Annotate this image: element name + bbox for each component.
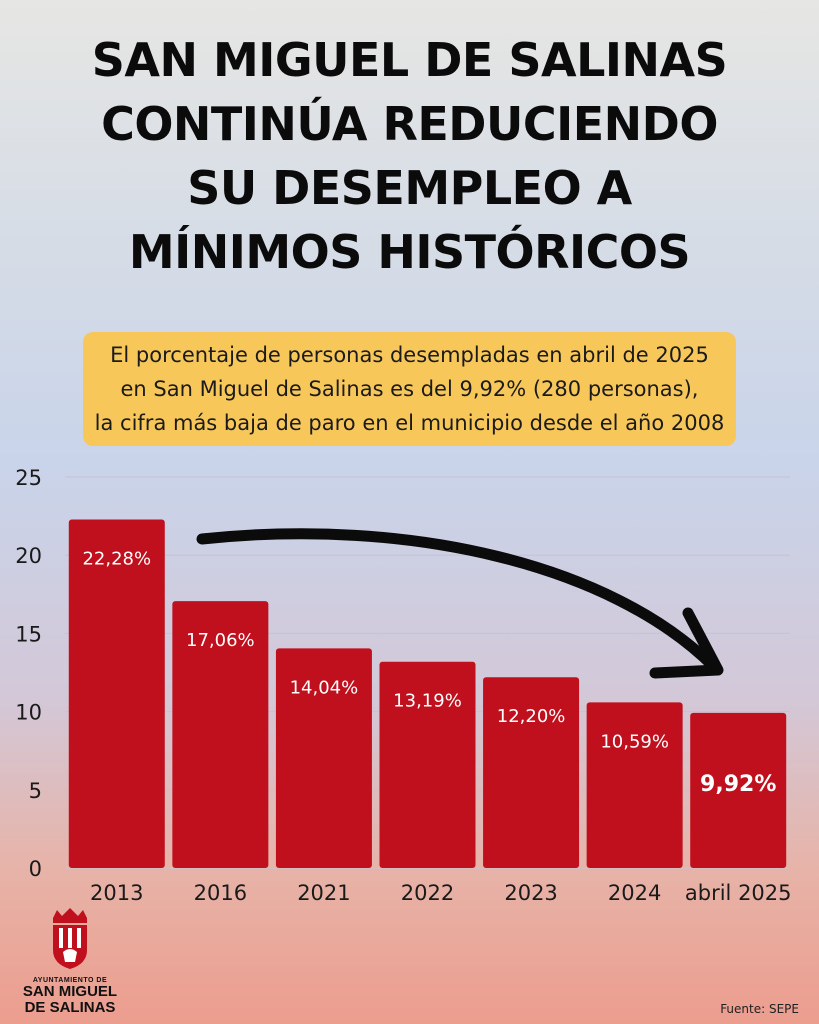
bar-2013 [68, 519, 165, 868]
logo-line-3: DE SALINAS [24, 999, 116, 1016]
y-tick-label: 20 [15, 544, 42, 568]
x-axis: 2013 2016 2021 2022 2023 2024 abril 2025 [90, 881, 791, 905]
y-tick-label: 25 [15, 466, 42, 490]
subtitle-line: en San Miguel de Salinas es del 9,92% (2… [120, 377, 699, 401]
data-label: 12,20% [497, 706, 566, 727]
title-line: CONTINÚA REDUCIENDO [101, 97, 718, 151]
trend-arrow-head [649, 607, 724, 679]
data-label: 10,59% [600, 731, 669, 752]
y-tick-label: 15 [15, 622, 42, 646]
bar-abril-2025 [690, 712, 787, 868]
bar-chart: 0 5 10 15 20 25 22,28% 17,06% 14,04% 13,19% 12,20… [15, 466, 791, 905]
trend-arrow [196, 528, 724, 679]
x-tick-label: 2016 [194, 881, 247, 905]
y-tick-label: 0 [29, 857, 42, 881]
source-note: Fuente: SEPE [720, 1002, 799, 1016]
logo-line-1: AYUNTAMIENTO DE [32, 977, 108, 984]
x-tick-label: 2022 [401, 881, 454, 905]
subtitle-line: El porcentaje de personas desempladas en… [110, 343, 709, 367]
data-label: 13,19% [393, 691, 462, 712]
y-axis: 0 5 10 15 20 25 [15, 466, 42, 881]
title-line: MÍNIMOS HISTÓRICOS [128, 225, 691, 279]
x-tick-label: 2021 [297, 881, 350, 905]
data-label: 17,06% [186, 630, 255, 651]
subtitle-box: El porcentaje de personas desempladas en… [82, 332, 737, 446]
bar-2021 [275, 648, 372, 868]
bar-2016 [172, 601, 269, 868]
subtitle-container: El porcentaje de personas desempladas en… [0, 332, 819, 446]
title-line: SAN MIGUEL DE SALINAS [91, 33, 728, 87]
x-tick-label: 2024 [608, 881, 661, 905]
page-title: SAN MIGUEL DE SALINAS CONTINÚA REDUCIEND… [0, 28, 819, 284]
bar-2023 [483, 677, 580, 868]
bar-2024 [586, 702, 683, 868]
x-tick-label: 2023 [504, 881, 557, 905]
title-line: SU DESEMPLEO A [187, 161, 632, 215]
x-tick-label: abril 2025 [685, 881, 792, 905]
coat-of-arms-icon [53, 908, 87, 969]
trend-arrow-curve [196, 528, 718, 671]
subtitle-line: la cifra más baja de paro en el municipi… [94, 411, 725, 435]
x-tick-label: 2013 [90, 881, 143, 905]
bar-2022 [379, 661, 476, 868]
data-label: 14,04% [290, 677, 359, 698]
y-tick-label: 10 [15, 701, 42, 725]
data-labels: 22,28% 17,06% 14,04% 13,19% 12,20% 10,59% 9,92… [82, 549, 776, 797]
data-label: 9,92% [700, 772, 776, 797]
y-tick-label: 5 [29, 779, 42, 803]
municipal-logo: AYUNTAMIENTO DE SAN MIGUEL DE SALINAS [18, 908, 122, 1016]
bars [68, 519, 787, 868]
data-label: 22,28% [82, 549, 151, 570]
logo-line-2: SAN MIGUEL [22, 983, 118, 1000]
